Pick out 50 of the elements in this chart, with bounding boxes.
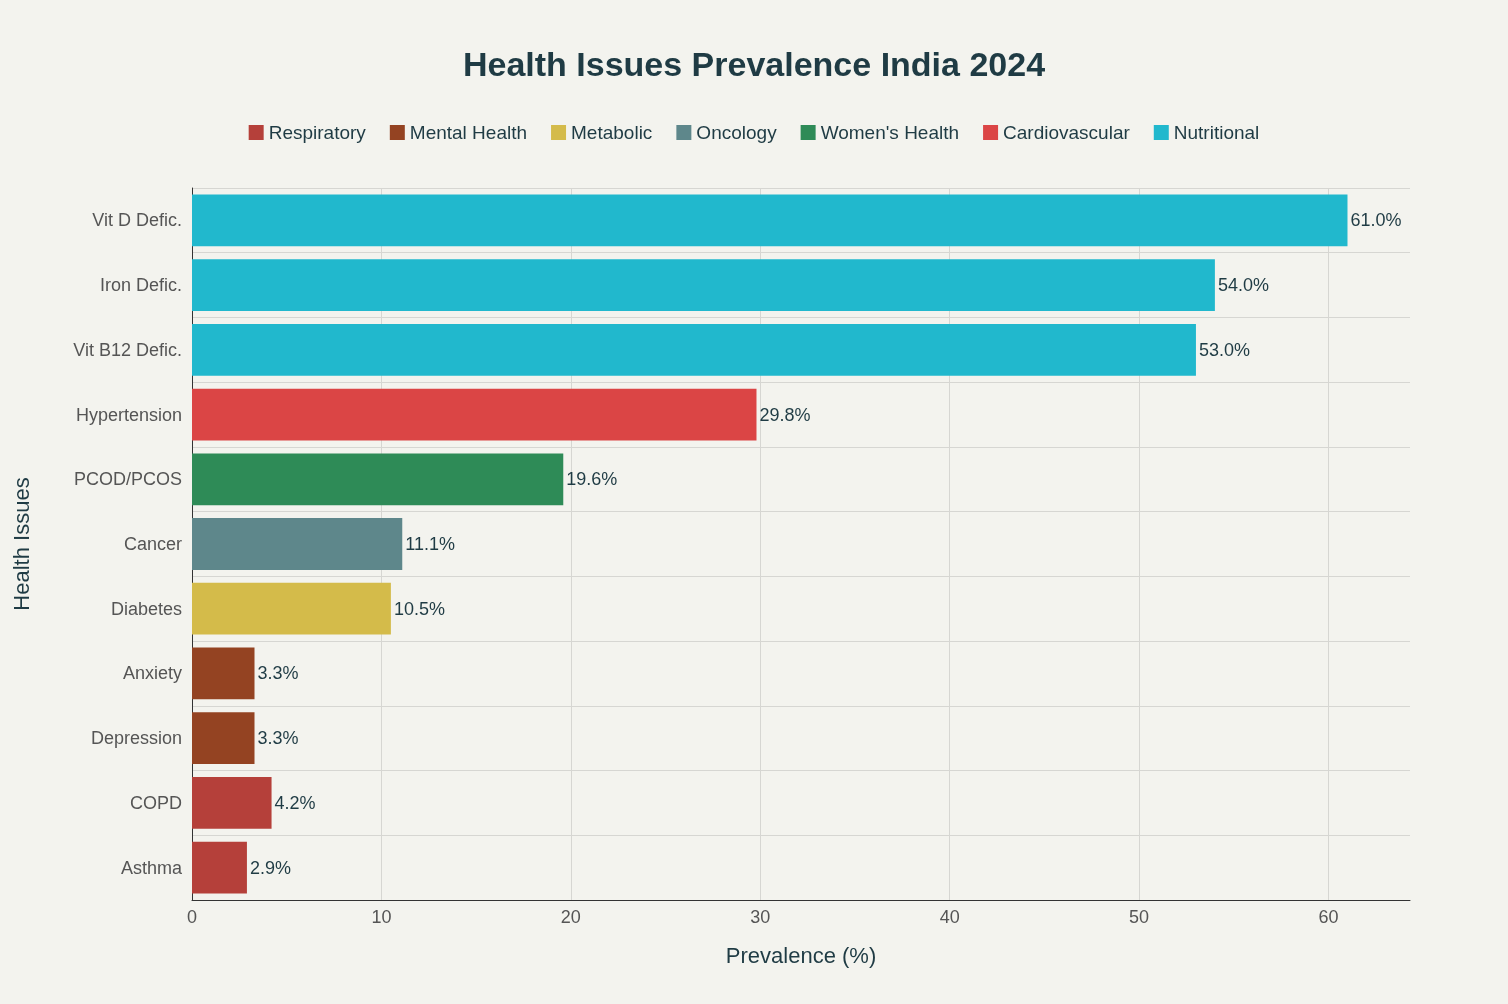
- data-label: 3.3%: [257, 728, 299, 749]
- data-label: 4.2%: [274, 792, 316, 813]
- legend-label: Metabolic: [571, 122, 653, 143]
- legend-label: Respiratory: [268, 122, 367, 143]
- bar: [192, 518, 403, 570]
- x-tick-label: 60: [1318, 907, 1339, 927]
- legend-label: Oncology: [696, 122, 778, 143]
- bar: [192, 647, 255, 700]
- y-tick-label: Cancer: [123, 534, 182, 554]
- bar: [192, 712, 255, 765]
- bar: [192, 453, 564, 506]
- data-label: 3.3%: [257, 663, 299, 684]
- x-tick-label: 0: [186, 907, 198, 927]
- legend-label: Women's Health: [820, 122, 960, 143]
- data-label: 11.1%: [405, 534, 455, 554]
- y-tick-label: Hypertension: [75, 404, 182, 425]
- x-tick-label: 10: [371, 907, 392, 927]
- bar: [192, 323, 1196, 376]
- legend-label: Nutritional: [1173, 122, 1260, 143]
- y-tick-label: Diabetes: [110, 598, 182, 619]
- x-axis-title: Prevalence (%): [725, 942, 877, 968]
- legend-label: Cardiovascular: [1003, 122, 1131, 143]
- y-tick-label: Anxiety: [122, 663, 182, 684]
- y-tick-label: Vit D Defic.: [92, 210, 182, 231]
- y-tick-label: Iron Defic.: [99, 275, 182, 296]
- data-label: 19.6%: [566, 469, 618, 490]
- legend-label: Mental Health: [409, 122, 528, 143]
- x-tick-label: 40: [939, 907, 960, 927]
- y-tick-label: COPD: [129, 792, 182, 813]
- data-label: 10.5%: [393, 598, 445, 619]
- y-tick-label: Depression: [90, 728, 182, 749]
- y-tick-label: Vit B12 Defic.: [73, 339, 182, 360]
- bar: [192, 194, 1348, 247]
- y-axis-title: Health Issues: [8, 477, 34, 611]
- data-label: 29.8%: [759, 404, 811, 425]
- chart-title: Health Issues Prevalence India 2024: [462, 45, 1046, 83]
- x-tick-label: 30: [750, 907, 771, 927]
- data-label: 2.9%: [249, 857, 291, 878]
- x-tick-label: 50: [1129, 907, 1150, 927]
- bar: [192, 841, 247, 894]
- data-label: 54.0%: [1217, 275, 1269, 296]
- bar: [192, 259, 1215, 311]
- data-label: 61.0%: [1350, 210, 1402, 231]
- bar: [192, 777, 272, 829]
- bar: [192, 388, 757, 441]
- y-tick-label: PCOD/PCOS: [73, 469, 182, 490]
- bar: [192, 582, 391, 635]
- y-tick-label: Asthma: [120, 857, 183, 878]
- data-label: 53.0%: [1198, 339, 1250, 360]
- x-tick-label: 20: [560, 907, 581, 927]
